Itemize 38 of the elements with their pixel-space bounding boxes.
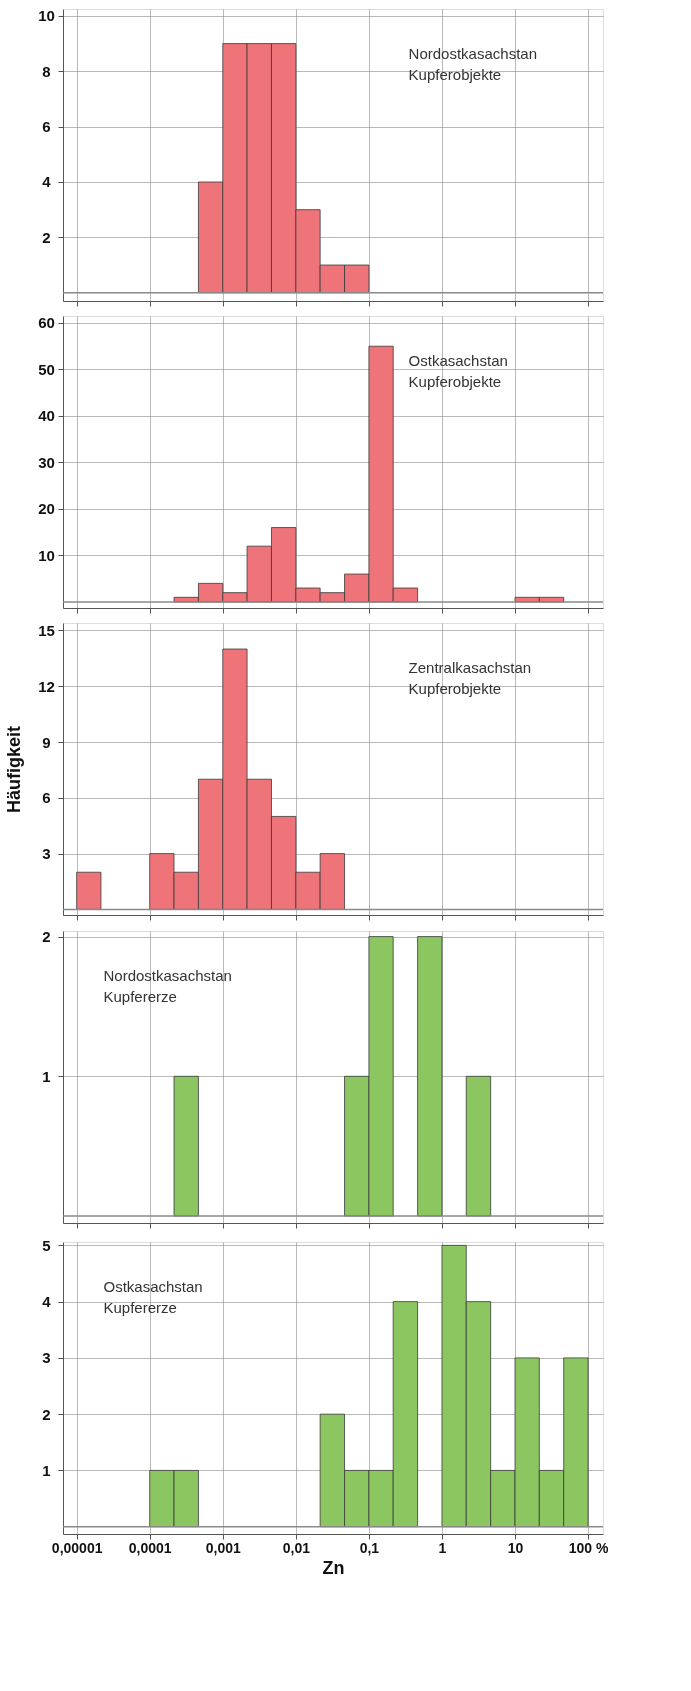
x-tick-label: 0,0001 [128, 1539, 172, 1556]
x-tick-label: 100 % [568, 1539, 609, 1556]
y-tick-label: 6 [42, 789, 51, 807]
y-tick-label: 9 [42, 733, 51, 751]
y-tick-label: 10 [38, 546, 55, 564]
y-axis-title: Häufigkeit [4, 725, 25, 814]
y-tick-label: 3 [42, 845, 51, 863]
y-tick-label: 1 [42, 1461, 51, 1479]
annotation: Nordostkasachstan Kupferobjekte [408, 45, 538, 83]
x-tick-label: 0,00001 [51, 1539, 103, 1556]
y-tick-label: 2 [42, 228, 51, 246]
annotation: Ostkasachstan Kupferobjekte [408, 352, 508, 390]
y-tick-label: 2 [42, 1405, 51, 1423]
annotation: Nordostkasachstan Kupfererze [103, 967, 232, 1005]
y-tick-label: 8 [42, 62, 51, 80]
y-tick-label: 30 [38, 453, 55, 471]
y-tick-label: 4 [42, 173, 52, 191]
x-tick-label: 0,1 [359, 1539, 380, 1556]
y-tick-label: 50 [38, 360, 55, 378]
y-tick-label: 3 [42, 1349, 51, 1367]
annotation: Ostkasachstan Kupfererze [103, 1278, 203, 1316]
y-tick-label: 4 [42, 1293, 52, 1311]
annotation: Zentralkasachstan Kupferobjekte [408, 659, 532, 697]
y-tick-label: 5 [42, 1236, 51, 1254]
y-tick-label: 2 [42, 928, 51, 946]
y-tick-label: 6 [42, 118, 51, 136]
x-axis-title: Zn [322, 1557, 345, 1578]
y-tick-label: 15 [38, 621, 55, 639]
x-tick-label: 1 [438, 1539, 447, 1556]
y-tick-label: 60 [38, 314, 55, 332]
y-tick-label: 40 [38, 407, 55, 425]
x-tick-label: 0,01 [282, 1539, 311, 1556]
y-tick-label: 1 [42, 1067, 51, 1085]
y-tick-label: 20 [38, 500, 55, 518]
y-tick-label: 10 [38, 7, 55, 25]
x-tick-label: 0,001 [205, 1539, 242, 1556]
y-tick-label: 12 [38, 677, 55, 695]
x-tick-label: 10 [507, 1539, 524, 1556]
